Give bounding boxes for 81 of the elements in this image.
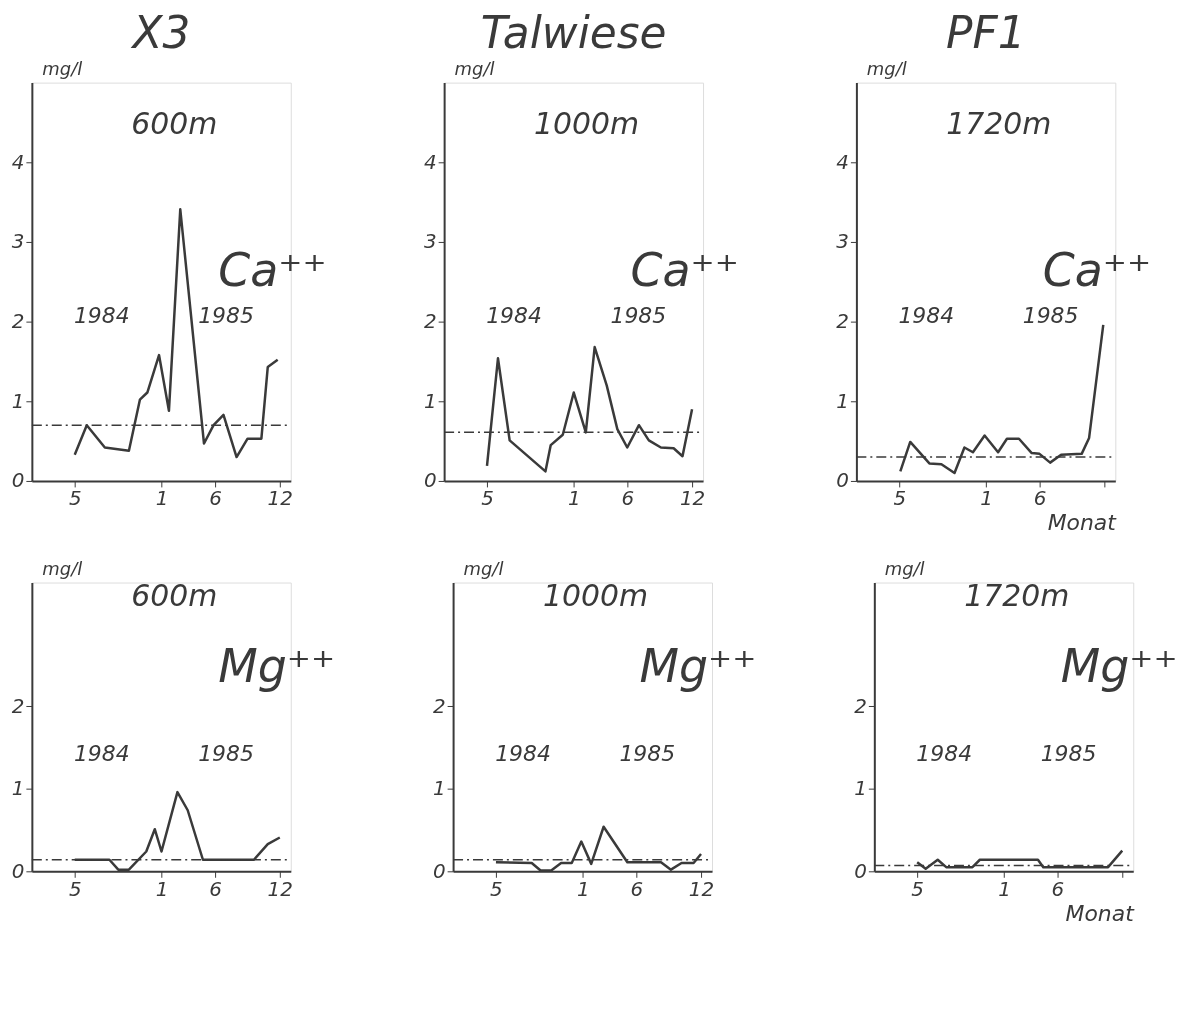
- annotation: Ca⁺⁺: [1042, 242, 1152, 297]
- x-tick-label: 1: [980, 487, 993, 511]
- y-tick-label: 0: [836, 469, 849, 493]
- y-tick-label: 2: [836, 310, 849, 334]
- y-tick-label: 2: [11, 694, 25, 718]
- chart-title: Talwiese: [480, 6, 667, 58]
- annotation: Ca⁺⁺: [630, 242, 739, 297]
- y-tick-label: 2: [854, 694, 867, 718]
- y-tick-label: 0: [854, 859, 867, 883]
- y-tick-label: 1: [854, 777, 867, 801]
- annotation: 1000m: [542, 578, 649, 614]
- annotation: Ca⁺⁺: [218, 242, 327, 297]
- x-axis-title: Monat: [1065, 900, 1136, 926]
- annotation: 1984: [486, 302, 542, 328]
- x-tick-label: 12: [267, 877, 293, 901]
- chart-title: PF1: [946, 6, 1026, 58]
- x-tick-label: 6: [621, 487, 635, 511]
- x-tick-label: 6: [209, 877, 222, 901]
- x-tick-label: 5: [893, 487, 907, 511]
- y-tick-label: 4: [11, 150, 25, 174]
- annotation: 1985: [619, 741, 676, 767]
- y-tick-label: 0: [432, 859, 446, 883]
- x-tick-label: 12: [688, 877, 715, 901]
- y-tick-label: 0: [11, 859, 25, 883]
- annotation: Mg⁺⁺: [1060, 638, 1178, 693]
- y-tick-label: 3: [423, 230, 437, 254]
- annotation: 1720m: [946, 106, 1052, 142]
- x-tick-label: 12: [679, 487, 706, 511]
- y-axis-title: mg/l: [42, 558, 83, 580]
- annotation: 600m: [131, 578, 218, 614]
- y-axis-title: mg/l: [454, 58, 495, 80]
- x-tick-label: 5: [68, 487, 82, 511]
- y-axis-title: mg/l: [884, 558, 925, 580]
- x-tick-label: 6: [630, 877, 644, 901]
- annotation: 1985: [1022, 302, 1079, 328]
- y-tick-label: 3: [836, 230, 849, 254]
- x-tick-label: 6: [209, 487, 222, 511]
- x-tick-label: 1: [155, 877, 169, 901]
- y-axis-title: mg/l: [463, 558, 504, 580]
- annotation: 1985: [1040, 741, 1097, 767]
- chart-title: X3: [130, 6, 191, 58]
- y-tick-label: 0: [11, 469, 25, 493]
- annotation: 1985: [198, 302, 254, 328]
- x-tick-label: 5: [911, 877, 925, 901]
- x-tick-label: 5: [68, 877, 82, 901]
- y-tick-label: 3: [11, 230, 25, 254]
- annotation: Mg⁺⁺: [639, 638, 757, 693]
- x-axis-title: Monat: [1047, 510, 1118, 536]
- y-tick-label: 1: [423, 389, 437, 413]
- y-tick-label: 1: [11, 777, 25, 801]
- x-tick-label: 1: [998, 877, 1011, 901]
- y-tick-label: 1: [432, 777, 446, 801]
- annotation: 1984: [73, 302, 130, 328]
- y-tick-label: 4: [836, 150, 849, 174]
- y-tick-label: 1: [836, 389, 849, 413]
- y-tick-label: 2: [423, 310, 437, 334]
- annotation: 1985: [198, 741, 254, 767]
- x-tick-label: 5: [481, 487, 494, 511]
- y-tick-label: 2: [11, 310, 25, 334]
- x-tick-label: 6: [1051, 877, 1065, 901]
- y-tick-label: 0: [423, 469, 437, 493]
- y-tick-label: 1: [11, 389, 25, 413]
- annotation: 1984: [898, 302, 955, 328]
- x-tick-label: 6: [1033, 487, 1047, 511]
- y-axis-title: mg/l: [42, 58, 83, 80]
- x-tick-label: 12: [267, 487, 293, 511]
- annotation: 600m: [131, 106, 218, 142]
- annotation: 1720m: [964, 578, 1070, 614]
- annotation: Mg⁺⁺: [218, 638, 336, 693]
- annotation: 1984: [495, 741, 551, 767]
- annotation: 1000m: [533, 106, 640, 142]
- y-axis-title: mg/l: [866, 58, 907, 80]
- x-tick-label: 1: [155, 487, 169, 511]
- x-tick-label: 1: [567, 487, 581, 511]
- x-tick-label: 1: [576, 877, 590, 901]
- y-tick-label: 4: [423, 150, 437, 174]
- y-tick-label: 2: [432, 694, 446, 718]
- annotation: 1985: [610, 302, 667, 328]
- annotation: 1984: [73, 741, 130, 767]
- x-tick-label: 5: [490, 877, 503, 901]
- annotation: 1984: [916, 741, 973, 767]
